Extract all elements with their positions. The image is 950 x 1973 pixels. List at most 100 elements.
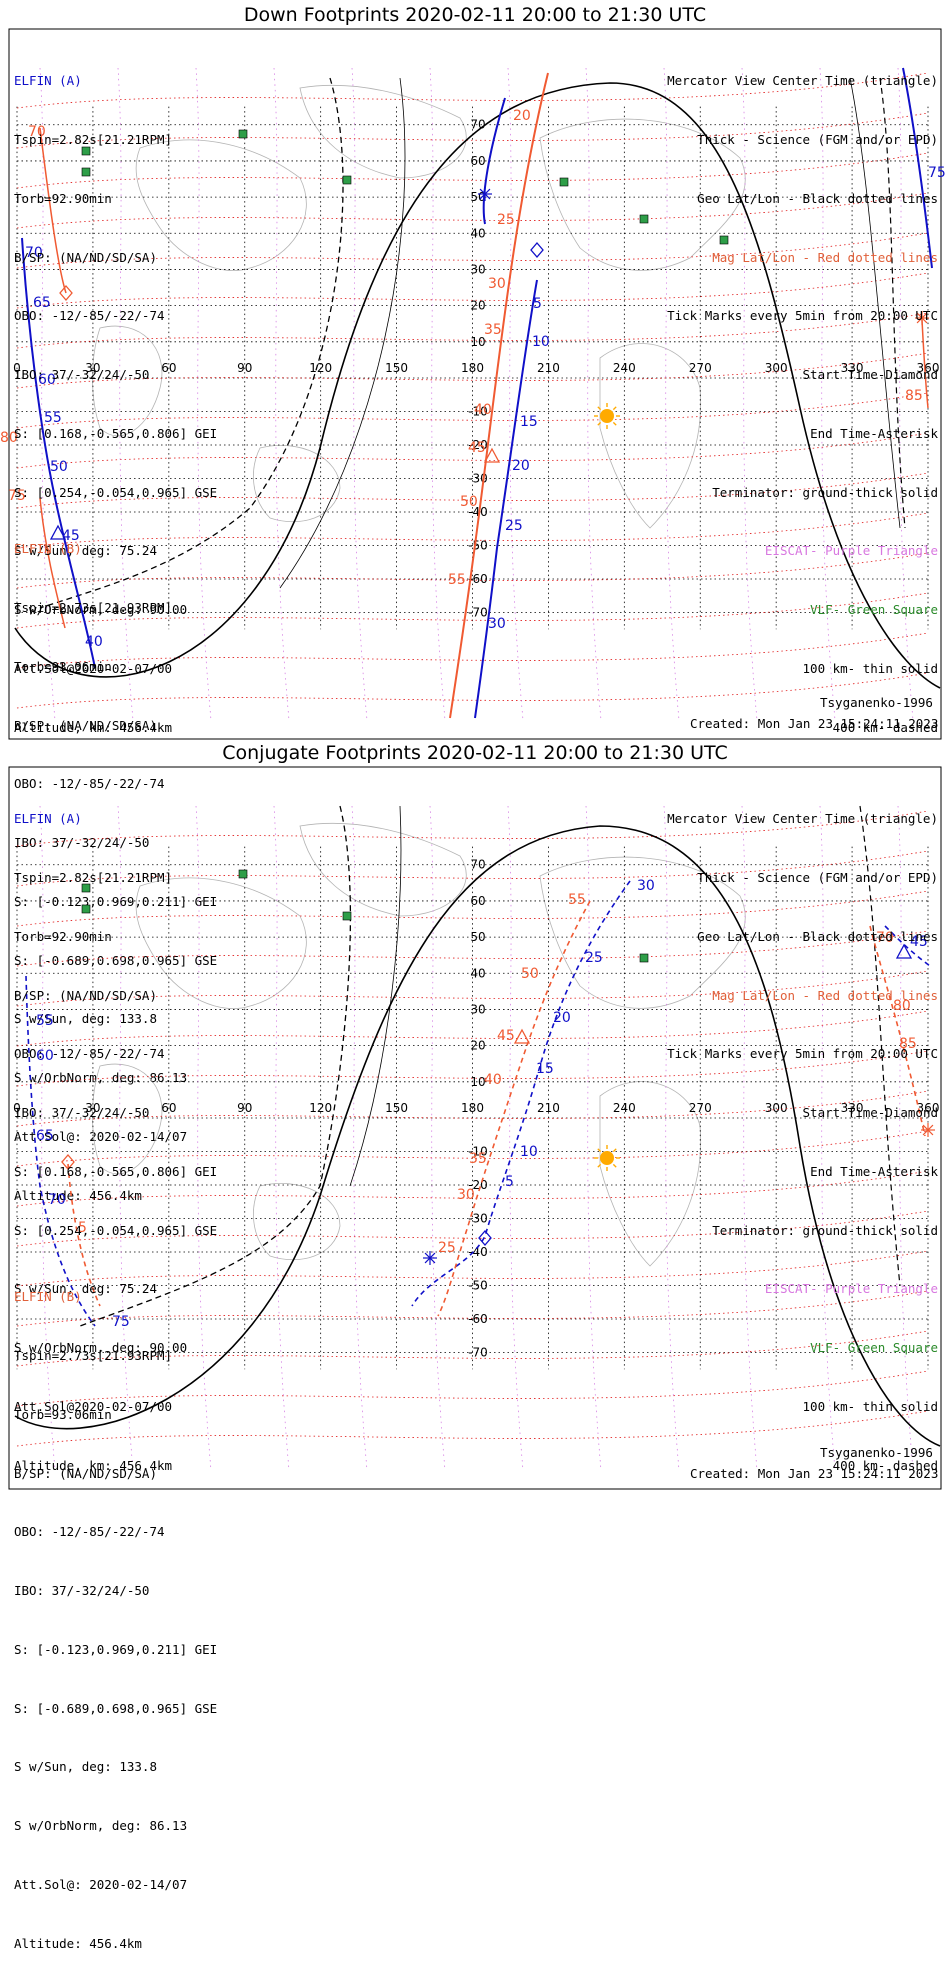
mag-lon-line [273, 67, 290, 721]
elfin-a-line: S w/Sun, deg: 75.24 [14, 543, 157, 559]
mag-lon-line [39, 805, 56, 1471]
lon-tick-label: 30 [85, 1101, 100, 1115]
elfin-b-line: Att.Sol@: 2020-02-14/07 [14, 1877, 188, 1892]
elfin-a-tick-label: 55 [44, 410, 62, 426]
mag-lon-line [195, 805, 212, 1471]
mag-lat-line [16, 152, 929, 189]
elfin-b-tick-label: 30 [457, 1187, 475, 1203]
elfin-b-line: S w/Sun, deg: 133.8 [14, 1759, 157, 1775]
elfin-b-line: B/SP: (NA/ND/SD/SA) [14, 1465, 157, 1481]
elfin-b-line: Altitude: 456.4km [14, 1935, 142, 1951]
center-triangle [513, 1028, 531, 1044]
mag-lon-line [351, 805, 368, 1471]
sun-ray [597, 406, 602, 411]
coastline [599, 343, 702, 529]
vlf-square [81, 904, 91, 914]
end-asterisk [424, 1252, 436, 1264]
mag-lon-line [39, 67, 56, 721]
elfin-b-track [869, 925, 926, 1137]
coastline [135, 877, 307, 1009]
elfin-a-line: S: [0.168,-0.565,0.806] GEI [14, 425, 218, 441]
lon-tick-label: 330 [841, 361, 864, 375]
elfin-a-line: Altitude, km: 456.4km [14, 1457, 173, 1473]
lat-tick-label: -30 [468, 1212, 488, 1226]
mag-lat-line [16, 1210, 929, 1247]
lat-tick-label: 30 [470, 262, 485, 276]
mag-lon-line [117, 805, 134, 1471]
lon-tick-label: 360 [917, 361, 940, 375]
elfin-a-tick-label: 15 [536, 1061, 554, 1077]
elfin-a-tick-label: 30 [637, 878, 655, 894]
legend: Mercator View Center Time (triangle) Thi… [667, 32, 938, 757]
start-diamond [61, 1154, 75, 1170]
legend-line: EISCAT- Purple Triangle [764, 1281, 938, 1297]
sun-ray [612, 1163, 617, 1168]
elfin-a-line: S w/OrbNorm, deg: 90.00 [14, 602, 188, 618]
vlf-square [81, 146, 91, 156]
mag-lon-line [585, 805, 602, 1471]
elfin-b-line: OBO: -12/-85/-22/-74 [14, 1524, 165, 1540]
elfin-a-line: IBO: 37/-32/24/-50 [14, 367, 150, 383]
vlf-square [238, 869, 248, 879]
lon-tick-label: 120 [309, 361, 332, 375]
elfin-a-line: S: [0.254,-0.054,0.965] GSE [14, 1222, 218, 1238]
elfin-a-line: OBO: -12/-85/-22/-74 [14, 308, 165, 324]
conjugate-footprints-map: 70 60 50 40 30 20 10 -10 -20 -30 -40 -50 -60 -70 0 30 60… [8, 766, 942, 1490]
legend-line: Thick - Science (FGM and/or EPD) [697, 131, 938, 147]
elfin-a-tick-label: 5 [505, 1174, 514, 1190]
lon-tick-label: 180 [461, 361, 484, 375]
coastline [135, 139, 307, 271]
sun-icon [600, 1151, 614, 1165]
start-diamond [530, 242, 544, 258]
lon-tick-label: 90 [237, 1101, 252, 1115]
lat-tick-label: -40 [468, 505, 488, 519]
legend-line: 400 km- dashed [832, 1457, 938, 1473]
lon-tick-label: 330 [841, 1101, 864, 1115]
lon-tick-label: 0 [13, 1101, 21, 1115]
elfin-a-tick-label: 60 [38, 372, 56, 388]
mag-lon-line [273, 805, 290, 1471]
elfin-a-line: Torb=92.90min [14, 928, 112, 944]
lon-tick-label: 60 [161, 1101, 176, 1115]
coastline [253, 445, 341, 522]
lat-tick-label: -20 [468, 1178, 488, 1192]
elfin-b-tick-label: 50 [521, 966, 539, 982]
legend-line: Mercator View Center Time (triangle) [667, 811, 938, 827]
elfin-a-line: Tspin=2.82s[21.21RPM] [14, 869, 173, 885]
lat-tick-label: -20 [468, 438, 488, 452]
elfin-a-tick-label: 65 [33, 295, 51, 311]
elfin-a-track [25, 975, 96, 1327]
mag-lat-line [16, 810, 929, 847]
lon-tick-label: 210 [537, 361, 560, 375]
start-diamond [478, 1230, 492, 1246]
mag-lat-line [16, 352, 929, 389]
model-name: Tsyganenko-1996 [820, 1445, 933, 1460]
elfin-b-tick-label: 70 [28, 124, 46, 140]
mag-lat-line [16, 312, 929, 349]
sun-ray [612, 421, 617, 426]
end-asterisk [922, 1124, 934, 1136]
terminator-400km [859, 805, 901, 1287]
lat-tick-label: 60 [470, 894, 485, 908]
legend-line: Mercator View Center Time (triangle) [667, 73, 938, 89]
mag-lon-line [507, 805, 524, 1471]
elfin-b-line: S w/Sun, deg: 133.8 [14, 1011, 157, 1027]
terminator-100km [279, 77, 406, 589]
elfin-a-line: Tspin=2.82s[21.21RPM] [14, 131, 173, 147]
center-triangle [895, 943, 913, 959]
mag-lat-line [16, 890, 929, 927]
vlf-square [238, 129, 248, 139]
lon-tick-label: 60 [161, 361, 176, 375]
lon-tick-label: 270 [689, 1101, 712, 1115]
lon-tick-label: 120 [309, 1101, 332, 1115]
mag-lat-line [16, 1010, 929, 1047]
elfin-a-tick-label: 25 [505, 518, 523, 534]
coastline [299, 85, 467, 179]
vlf-square [342, 911, 352, 921]
elfin-b-line: Altitude: 456.4km [14, 1187, 142, 1203]
lat-tick-label: 40 [470, 226, 485, 240]
elfin-b-line: Tspin=2.73s[21.93RPM] [14, 599, 173, 615]
elfin-b-track [449, 72, 549, 719]
mag-lat-line [16, 112, 929, 149]
legend-line: Terminator: ground-thick solid [712, 484, 938, 500]
